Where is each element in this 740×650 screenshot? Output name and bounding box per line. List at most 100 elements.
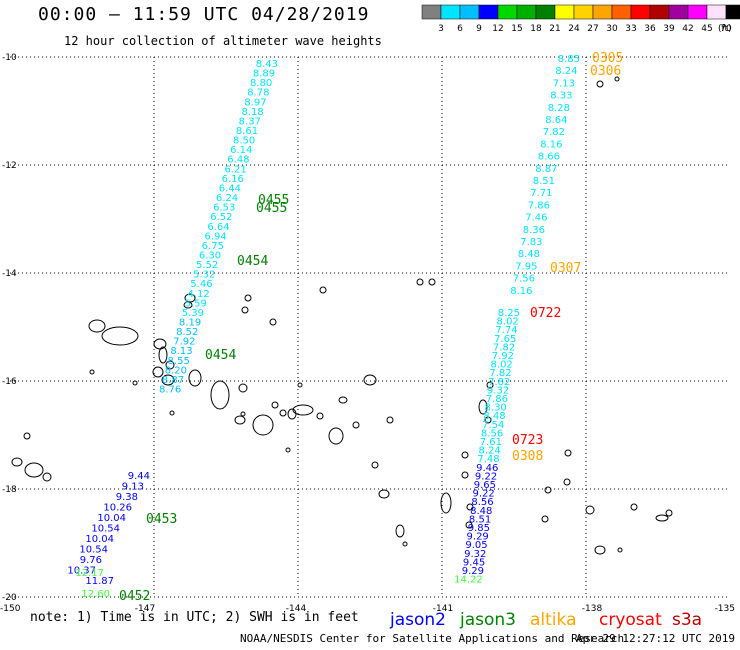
island-outline: [89, 369, 95, 375]
swh-value: 9.29: [467, 532, 489, 543]
pass-time-label: 0454: [237, 254, 268, 269]
island-outline: [386, 416, 394, 424]
swh-value: 8.37: [239, 116, 261, 127]
swh-value: 14.22: [454, 575, 483, 586]
swh-value: 8.48: [470, 506, 492, 517]
legend-altika: altika: [530, 610, 577, 630]
swh-value: 8.89: [253, 69, 275, 80]
island-outline: [132, 380, 138, 386]
swh-value: 8.87: [162, 375, 184, 386]
satellite-tracks: 8.438.898.808.788.978.188.378.618.506.14…: [67, 54, 580, 600]
swh-value: 9.46: [476, 463, 498, 474]
swh-value: 12.17: [75, 568, 104, 579]
x-tick-label: -135: [715, 604, 735, 614]
swh-value: 5.52: [196, 260, 218, 271]
legend-cryosat: cryosat: [599, 610, 662, 630]
swh-value: 7.82: [489, 368, 511, 379]
island-outline: [244, 294, 252, 302]
swh-value: 7.46: [525, 213, 547, 224]
colorbar-swatch: [725, 4, 740, 20]
timestamp-text: Apr 29 12:27:12 UTC 2019: [576, 632, 735, 645]
island-outline: [428, 278, 436, 286]
island-outline: [486, 381, 494, 389]
swh-value: 8.76: [159, 385, 181, 396]
colorbar-label: 15: [511, 24, 522, 34]
swh-value: 7.13: [553, 78, 575, 89]
pass-time-label: 0305: [592, 51, 623, 66]
swh-value: 6.21: [224, 164, 246, 175]
island-outline: [596, 80, 604, 88]
swh-value: 9.45: [463, 557, 485, 568]
swh-value: 9.13: [122, 482, 144, 493]
island-outline: [279, 409, 287, 417]
island-outline: [252, 414, 274, 436]
island-outline: [238, 383, 248, 393]
swh-value: 8.51: [533, 176, 555, 187]
colorbar-swatch: [459, 4, 480, 20]
swh-value: 10.04: [97, 513, 126, 524]
swh-value: 7.92: [492, 351, 514, 362]
swh-value: 6.94: [205, 231, 227, 242]
island-outline: [158, 346, 168, 364]
swh-value: 8.52: [176, 327, 198, 338]
y-tick-label: -14: [2, 269, 17, 279]
swh-value: 7.83: [520, 237, 542, 248]
swh-value: 7.82: [493, 342, 515, 353]
island-outlines: [11, 76, 673, 555]
island-outline: [338, 396, 348, 404]
swh-value: 9.32: [487, 385, 509, 396]
pass-time-label: 0453: [146, 512, 177, 527]
swh-value: 6.24: [216, 193, 238, 204]
island-outline: [297, 382, 303, 388]
island-outline: [285, 447, 291, 453]
swh-value: 8.55: [168, 356, 190, 367]
island-outline: [234, 415, 246, 425]
swh-value: 5.59: [185, 298, 207, 309]
pass-time-label: 0452: [119, 589, 150, 604]
colorbar-swatch: [611, 4, 632, 20]
island-outline: [271, 401, 279, 409]
swh-value: 9.85: [468, 523, 490, 534]
colorbar-label: 3: [438, 24, 444, 34]
colorbar-label: 6: [457, 24, 463, 34]
colorbar-swatch: [554, 4, 575, 20]
swh-value: 8.13: [170, 346, 192, 357]
y-tick-label: -20: [2, 593, 17, 603]
pass-time-label: 0723: [512, 433, 543, 448]
swh-value: 8.56: [471, 497, 493, 508]
island-outline: [269, 318, 277, 326]
island-outline: [328, 427, 344, 445]
swh-value: 8.61: [236, 126, 258, 137]
island-outline: [363, 374, 377, 386]
colorbar-swatch: [649, 4, 670, 20]
colorbar-swatch: [516, 4, 537, 20]
island-outline: [544, 486, 552, 494]
island-outline: [241, 306, 249, 314]
swh-value: 7.86: [528, 200, 550, 211]
swh-value: 10.04: [85, 534, 114, 545]
swh-value: 6.53: [213, 203, 235, 214]
map-grid: [10, 56, 730, 598]
swh-value: 8.19: [179, 318, 201, 329]
swh-value: 7.71: [530, 188, 552, 199]
swh-value: 9.65: [474, 480, 496, 491]
credit-text: NOAA/NESDIS Center for Satellite Applica…: [240, 632, 625, 645]
colorbar-label: 33: [625, 24, 636, 34]
swh-value: 6.14: [230, 145, 252, 156]
island-outline: [319, 286, 327, 294]
colorbar-swatch: [478, 4, 499, 20]
swh-value: 9.29: [462, 566, 484, 577]
island-outline: [665, 509, 673, 517]
pass-time-label: 0308: [512, 449, 543, 464]
island-outline: [440, 492, 452, 514]
swh-value: 5.46: [190, 279, 212, 290]
swh-value: 4.12: [187, 289, 209, 300]
colorbar-label: 27: [587, 24, 598, 34]
swh-value: 8.50: [233, 136, 255, 147]
island-outline: [88, 319, 106, 333]
island-outline: [183, 301, 193, 309]
swh-value: 7.82: [488, 377, 510, 388]
swh-value: 5.32: [193, 270, 215, 281]
